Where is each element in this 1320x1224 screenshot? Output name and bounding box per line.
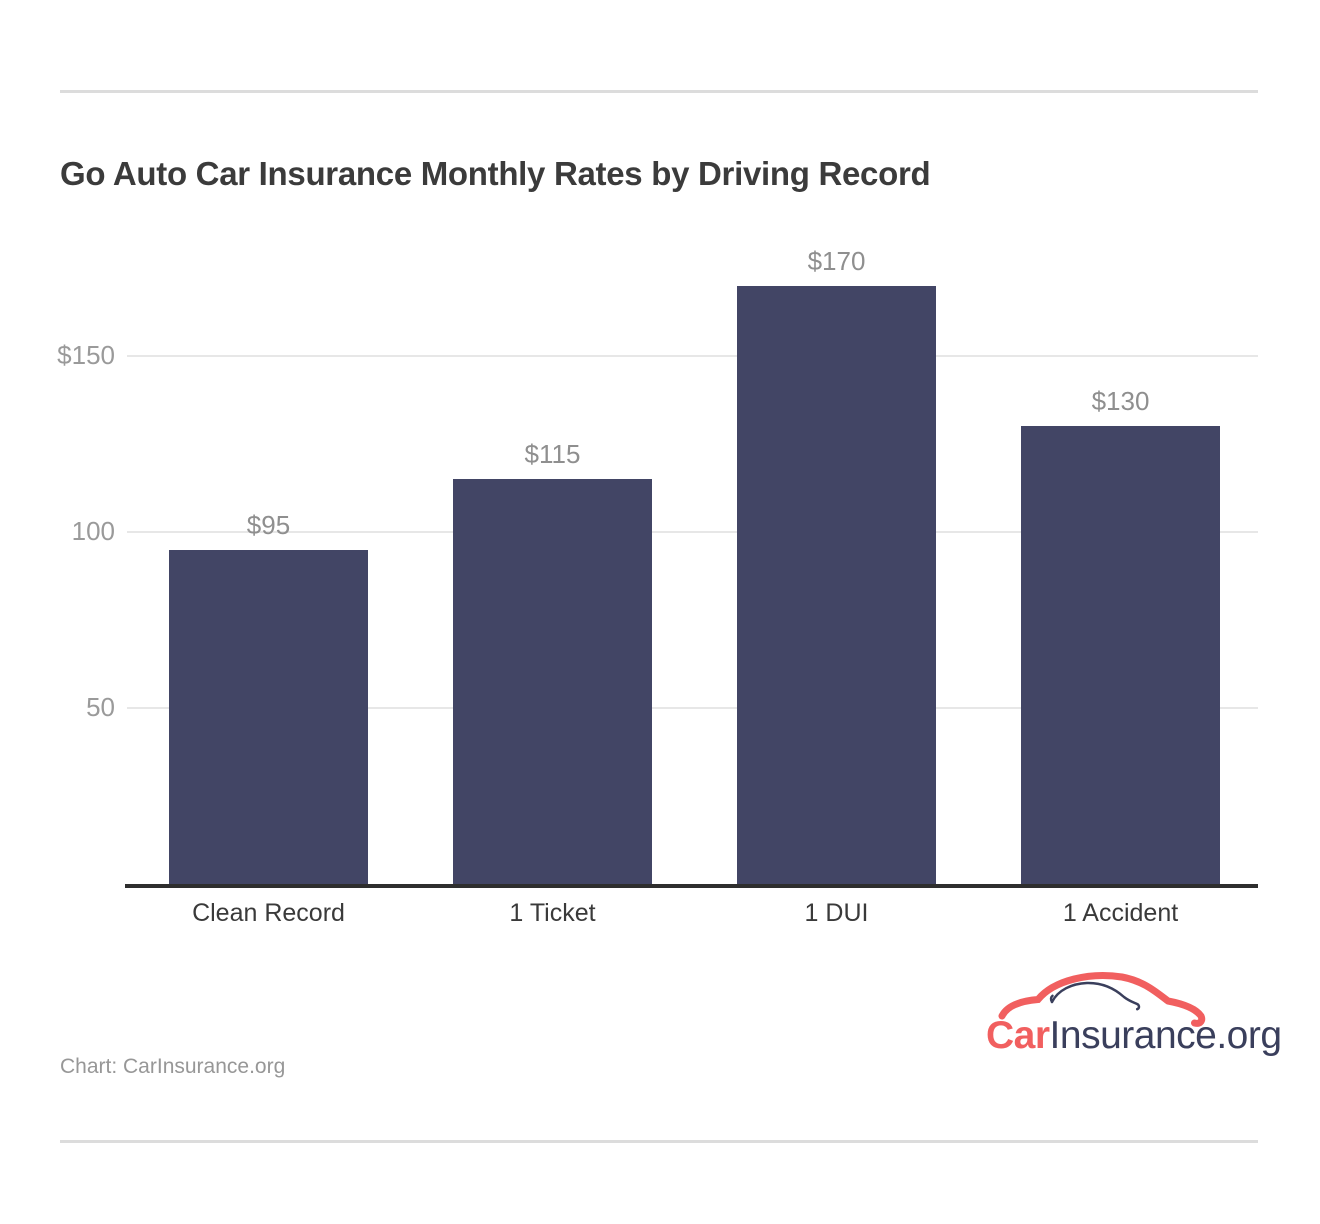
y-axis-tick-label: 50 xyxy=(86,692,115,722)
value-label: $130 xyxy=(1091,386,1150,417)
gridline-50 xyxy=(127,707,1258,709)
value-label: $170 xyxy=(807,245,866,276)
logo-text-org: .org xyxy=(1216,1014,1282,1057)
value-label: $115 xyxy=(524,439,581,470)
logo-text-insurance: Insurance xyxy=(1049,1014,1217,1057)
y-axis-tick-label: 100 xyxy=(71,516,115,546)
car-body-path xyxy=(998,972,1206,1027)
chart-title: Go Auto Car Insurance Monthly Rates by D… xyxy=(60,155,931,192)
category-label: 1 DUI xyxy=(804,899,869,927)
y-axis-tick-label: $150 xyxy=(57,340,115,370)
bar-1-dui xyxy=(737,285,936,884)
chart-credit: Chart: CarInsurance.org xyxy=(60,1055,286,1078)
x-axis-baseline xyxy=(125,884,1258,888)
car-outline-icon xyxy=(998,972,1206,1027)
top-divider xyxy=(60,90,1258,93)
category-label: 1 Accident xyxy=(1062,899,1179,927)
category-label: Clean Record xyxy=(192,899,345,927)
bar-1-ticket xyxy=(453,479,652,884)
gridline-150 xyxy=(127,355,1258,357)
logo-text-car: Car xyxy=(986,1014,1050,1057)
value-label: $95 xyxy=(246,509,291,540)
gridline-100 xyxy=(127,531,1258,533)
bar-clean-record xyxy=(169,549,368,884)
bar-1-accident xyxy=(1021,426,1220,884)
bottom-divider xyxy=(60,1140,1258,1143)
carinsurance-logo: CarInsurance.org xyxy=(978,964,1282,1060)
category-label: 1 Ticket xyxy=(509,899,596,927)
logo-wordmark: CarInsurance.org xyxy=(986,1014,1282,1058)
car-window-path xyxy=(1049,981,1141,1011)
